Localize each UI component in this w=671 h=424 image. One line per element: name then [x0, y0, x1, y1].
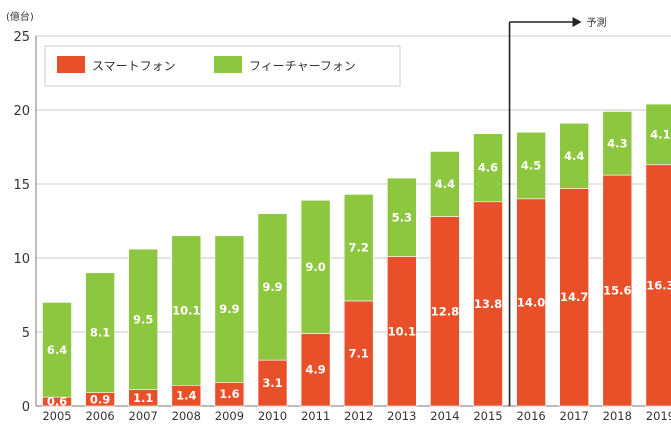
bar-smartphone — [386, 256, 417, 407]
bar-feature-phone — [343, 194, 374, 302]
data-label: 14.0 — [517, 295, 545, 309]
data-label: 3.1 — [262, 376, 282, 390]
data-label: 9.9 — [262, 280, 282, 294]
data-label: 4.3 — [607, 136, 627, 150]
bar-feature-phone — [516, 131, 546, 200]
data-label: 12.8 — [431, 304, 459, 318]
data-label: 9.9 — [219, 302, 239, 316]
x-tick-label: 2010 — [258, 409, 287, 423]
data-label: 4.4 — [564, 149, 584, 163]
data-label: 10.1 — [172, 304, 200, 318]
x-tick-label: 2012 — [344, 409, 373, 423]
legend-swatch-smartphone — [57, 56, 85, 73]
bar-feature-phone — [128, 248, 158, 391]
data-labels: 0.6 6.4 0.9 8.1 1.1 9.5 1.4 10.1 1.6 9.9 3.1 9.9 4.9… — [47, 127, 671, 408]
data-label: 9.5 — [133, 312, 153, 326]
bar-feature-phone — [42, 302, 72, 398]
data-label: 15.6 — [603, 284, 631, 298]
bar-feature-phone — [85, 272, 115, 393]
data-label: 4.9 — [305, 363, 325, 377]
y-axis-ticks: 0 5 10 15 20 25 — [13, 30, 30, 415]
x-tick-label: 2008 — [172, 409, 201, 423]
y-tick-label: 10 — [13, 252, 30, 267]
data-label: 13.8 — [474, 297, 502, 311]
legend-label-smartphone: スマートフォン — [92, 59, 176, 73]
x-tick-label: 2011 — [301, 409, 330, 423]
x-tick-label: 2013 — [387, 409, 416, 423]
data-label: 4.6 — [478, 161, 498, 175]
bar-feature-phone — [300, 199, 331, 334]
x-tick-label: 2018 — [603, 409, 632, 423]
data-label: 0.6 — [47, 395, 67, 409]
x-axis-ticks: 2005 2006 2007 2008 2009 2010 2011 2012 2013 2014… — [42, 409, 671, 423]
bar-feature-phone — [559, 123, 590, 189]
x-tick-label: 2019 — [646, 409, 671, 423]
data-label: 5.3 — [392, 210, 412, 224]
bar-smartphone — [343, 300, 374, 407]
data-label: 14.7 — [560, 290, 588, 304]
bar-feature-phone — [473, 133, 503, 203]
x-tick-label: 2007 — [129, 409, 158, 423]
bar-smartphone — [602, 174, 633, 407]
y-tick-label: 5 — [22, 326, 30, 341]
bars — [42, 103, 671, 407]
data-label: 6.4 — [47, 343, 67, 357]
data-label: 1.1 — [133, 391, 153, 405]
x-tick-label: 2006 — [85, 409, 114, 423]
y-tick-label: 25 — [13, 30, 30, 45]
x-tick-label: 2014 — [430, 409, 459, 423]
forecast-marker: 予測 — [508, 16, 607, 406]
y-tick-label: 0 — [22, 400, 30, 415]
x-tick-label: 2016 — [516, 409, 545, 423]
bar-smartphone — [559, 188, 590, 407]
data-label: 16.3 — [646, 278, 671, 292]
x-tick-label: 2017 — [560, 409, 589, 423]
bar-feature-phone — [602, 111, 633, 176]
bar-feature-phone — [171, 235, 202, 386]
data-label: 7.1 — [349, 346, 369, 360]
data-label: 10.1 — [388, 324, 416, 338]
forecast-arrow-icon — [572, 17, 582, 27]
data-label: 4.1 — [650, 127, 670, 141]
data-label: 4.5 — [521, 159, 541, 173]
bar-smartphone — [645, 164, 671, 407]
bar-smartphone — [430, 216, 460, 407]
bar-feature-phone — [430, 151, 460, 217]
data-label: 8.1 — [90, 326, 110, 340]
x-tick-label: 2009 — [215, 409, 244, 423]
bar-smartphone — [473, 201, 503, 407]
y-tick-label: 15 — [13, 178, 30, 193]
y-tick-label: 20 — [13, 104, 30, 119]
bar-smartphone — [516, 198, 546, 407]
x-tick-label: 2015 — [473, 409, 502, 423]
data-label: 7.2 — [349, 241, 369, 255]
bar-feature-phone — [645, 103, 671, 166]
legend-swatch-feature-phone — [214, 56, 242, 73]
data-label: 4.4 — [435, 177, 455, 191]
data-label: 1.4 — [176, 389, 196, 403]
legend: スマートフォン フィーチャーフォン — [44, 45, 401, 87]
data-label: 1.6 — [219, 387, 239, 401]
forecast-label: 予測 — [587, 16, 607, 29]
data-label: 9.0 — [305, 260, 325, 274]
bar-feature-phone — [386, 177, 417, 257]
bar-feature-phone — [257, 213, 288, 361]
bar-smartphone — [300, 333, 331, 407]
bar-feature-phone — [214, 235, 245, 383]
legend-label-feature-phone: フィーチャーフォン — [249, 59, 356, 73]
y-axis-unit-label: (億台) — [6, 10, 34, 23]
x-tick-label: 2005 — [42, 409, 71, 423]
data-label: 0.9 — [90, 392, 110, 406]
bar-smartphone — [257, 359, 288, 407]
